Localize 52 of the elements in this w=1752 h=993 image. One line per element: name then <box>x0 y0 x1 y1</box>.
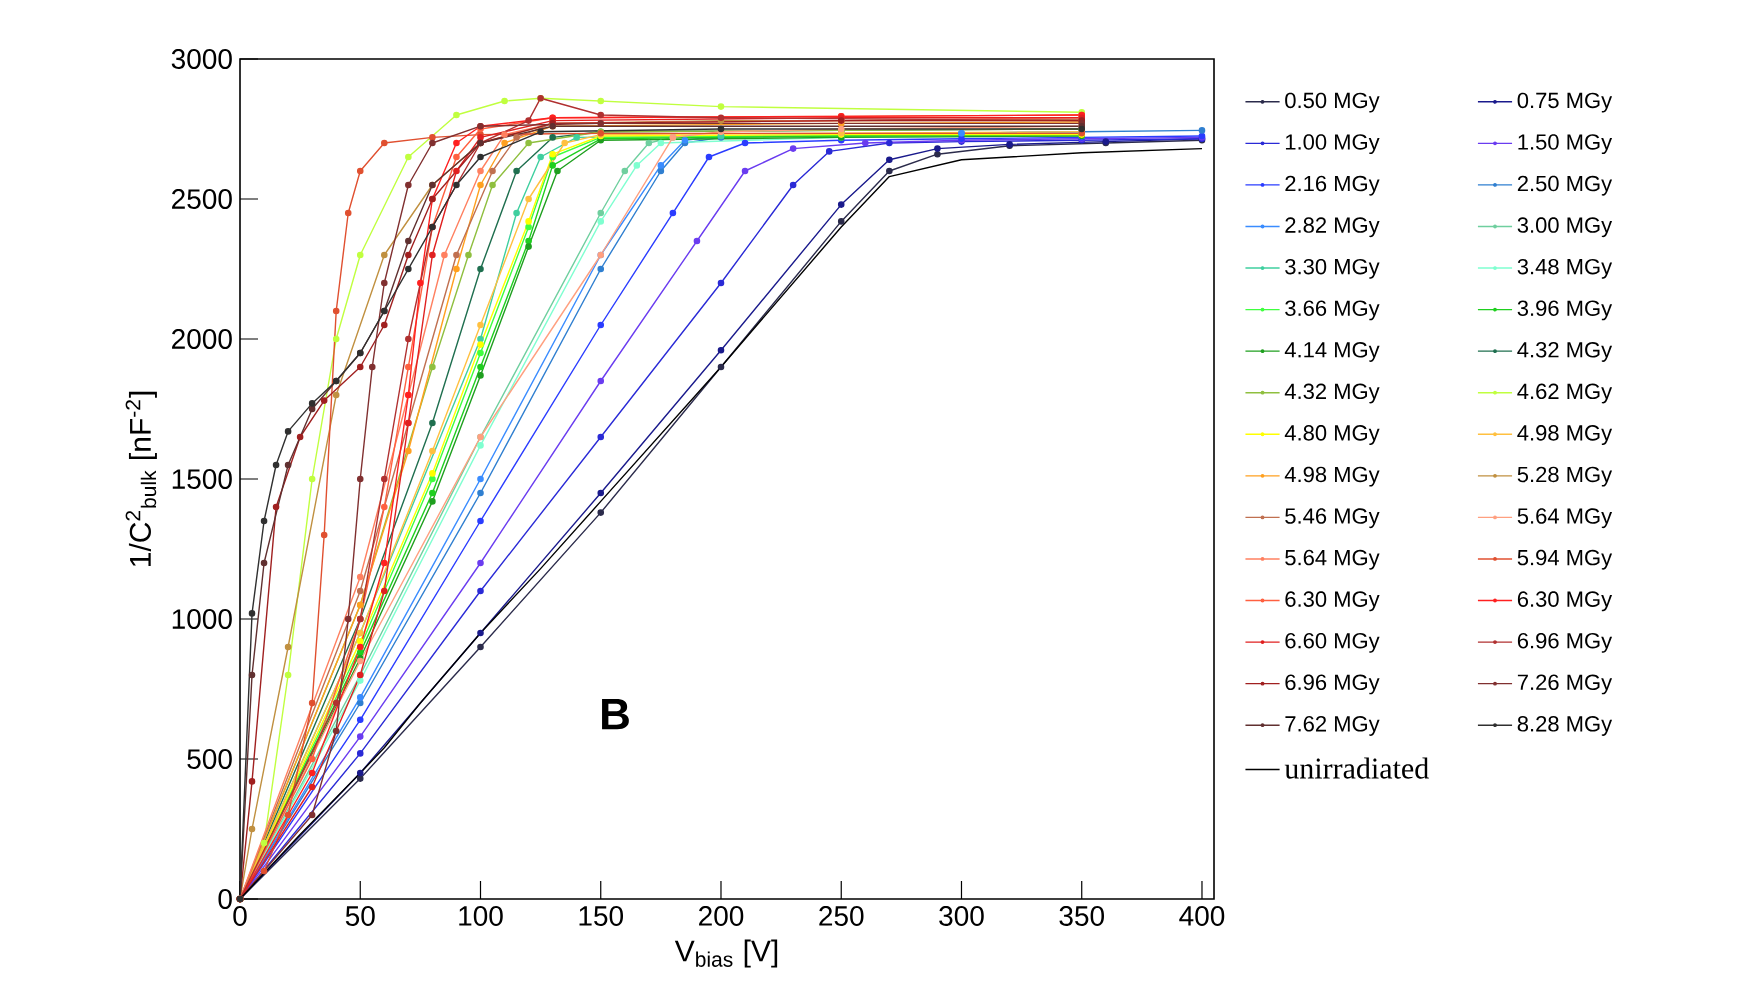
legend-label: 6.60 MGy <box>1285 632 1380 653</box>
x-axis-title: V$_{bias}$ [V] <box>674 939 778 968</box>
x-tick-label: 150 <box>579 906 624 926</box>
legend-label: 5.46 MGy <box>1285 508 1380 529</box>
y-tick-label: 0 <box>218 889 232 909</box>
legend-label: 4.80 MGy <box>1284 425 1380 446</box>
legend-label: 1.50 MGy <box>1518 134 1613 155</box>
x-tick-label: 100 <box>459 906 503 926</box>
x-tick-label: 50 <box>345 906 375 926</box>
legend-label: 6.96 MGy <box>1517 632 1613 653</box>
legend-label: 5.64 MGy <box>1285 549 1380 570</box>
legend-label: unirradiated <box>1284 757 1429 779</box>
x-tick-label: 250 <box>819 906 864 926</box>
y-tick-label: 2500 <box>172 189 232 209</box>
legend-label: 0.50 MGy <box>1285 92 1380 113</box>
x-tick-label: 200 <box>699 906 744 926</box>
legend-label: 6.30 MGy <box>1517 591 1613 612</box>
legend-label: 6.30 MGy <box>1285 591 1380 612</box>
annotation: B <box>602 699 629 730</box>
legend-label: 4.14 MGy <box>1284 342 1380 362</box>
legend-label: 3.66 MGy <box>1285 300 1380 321</box>
legend-label: 4.98 MGy <box>1284 466 1380 487</box>
legend-label: 7.62 MGy <box>1285 716 1380 736</box>
legend-label: 4.32 MGy <box>1517 342 1613 362</box>
y-tick-label: 2000 <box>172 329 232 349</box>
x-tick-label: 400 <box>1179 906 1225 926</box>
x-tick-label: 350 <box>1059 906 1104 926</box>
legend-label: 6.96 MGy <box>1285 674 1380 695</box>
y-tick-label: 1500 <box>172 469 232 489</box>
legend-label: 4.32 MGy <box>1284 383 1380 404</box>
legend-label: 4.62 MGy <box>1517 383 1613 404</box>
legend-label: 2.16 MGy <box>1285 175 1380 196</box>
legend-label: 3.96 MGy <box>1517 300 1613 321</box>
legend-label: 3.30 MGy <box>1285 258 1380 279</box>
legend-label: 1.00 MGy <box>1285 134 1380 155</box>
legend-label: 5.94 MGy <box>1517 549 1613 570</box>
y-tick-label: 500 <box>187 749 232 769</box>
legend-label: 2.82 MGy <box>1285 217 1380 238</box>
y-axis-title: 1/C$^{2}$$_{bulk}$ [nF$^{-2}$] <box>125 391 157 566</box>
y-tick-label: 3000 <box>171 49 232 69</box>
legend-label: 3.48 MGy <box>1517 258 1613 279</box>
y-tick-label: 1000 <box>172 609 232 629</box>
legend-label: 5.28 MGy <box>1517 466 1613 487</box>
legend-label: 8.28 MGy <box>1517 716 1613 736</box>
legend-label: 5.64 MGy <box>1517 508 1613 529</box>
legend-label: 0.75 MGy <box>1517 92 1613 113</box>
x-tick-label: 0 <box>233 906 247 926</box>
legend-label: 7.26 MGy <box>1517 674 1613 695</box>
legend-label: 4.98 MGy <box>1517 425 1613 446</box>
legend-label: 2.50 MGy <box>1517 175 1613 196</box>
legend-label: 3.00 MGy <box>1517 217 1613 238</box>
x-tick-label: 300 <box>939 906 984 926</box>
